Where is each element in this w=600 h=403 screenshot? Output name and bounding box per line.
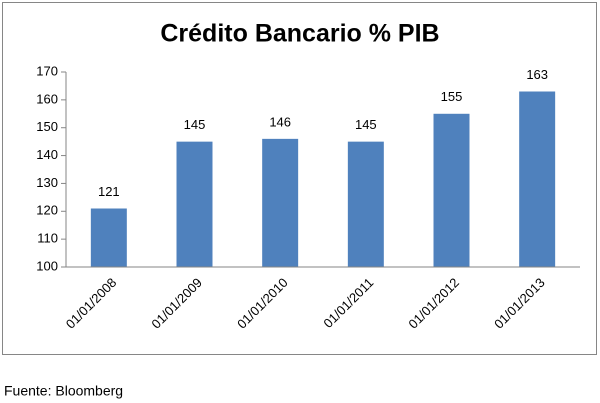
bar — [176, 141, 213, 267]
y-tick-label: 170 — [36, 63, 58, 78]
data-label: 145 — [184, 117, 206, 132]
data-label: 145 — [355, 117, 377, 132]
y-tick-label: 160 — [36, 91, 58, 106]
y-tick-label: 130 — [36, 175, 58, 190]
footer: Fuente: Bloomberg — [4, 383, 123, 399]
y-tick-label: 100 — [36, 258, 58, 273]
chart-title: Crédito Bancario % PIB — [160, 20, 439, 48]
y-tick-label: 120 — [36, 203, 58, 218]
data-label: 163 — [526, 67, 548, 82]
bar — [433, 113, 470, 268]
bar — [519, 91, 556, 267]
data-label: 146 — [269, 114, 291, 129]
y-tick-label: 140 — [36, 147, 58, 162]
data-label: 121 — [98, 184, 120, 199]
y-tick-label: 150 — [36, 119, 58, 134]
y-tick-label: 110 — [37, 231, 58, 246]
bar — [262, 138, 299, 267]
data-label: 155 — [441, 89, 463, 104]
bar — [90, 208, 127, 267]
chart-border — [2, 2, 597, 355]
bar — [347, 141, 384, 267]
